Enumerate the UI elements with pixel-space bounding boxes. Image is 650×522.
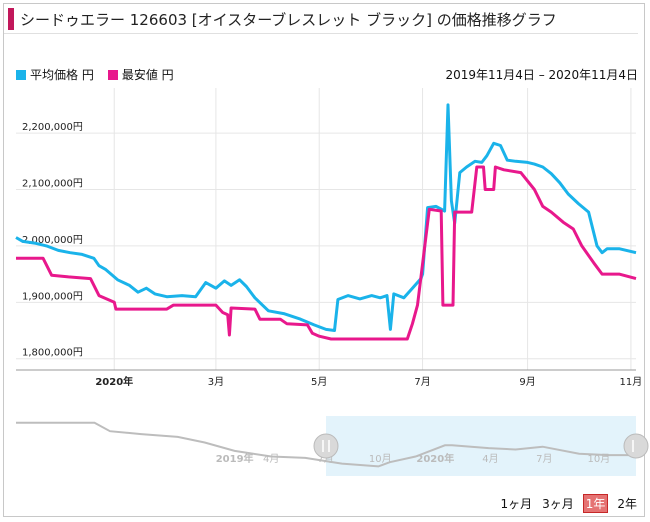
- plot-background: [16, 88, 636, 380]
- x-tick-label: 9月: [519, 376, 535, 388]
- navigator-tick-label: 2019年: [216, 452, 254, 465]
- y-tick-label: 2,200,000円: [22, 122, 83, 133]
- title-accent-bar: [8, 8, 14, 30]
- title-bar: シードゥエラー 126603 [オイスターブレスレット ブラック] の価格推移グ…: [4, 4, 638, 34]
- navigator-tick-label: 7月: [536, 453, 552, 465]
- navigator-tick-label: 2020年: [416, 452, 454, 465]
- series-line-avg: [15, 103, 637, 332]
- series-lines: [15, 103, 637, 341]
- y-tick-label: 2,000,000円: [22, 235, 83, 246]
- range-button-2y[interactable]: 2年: [617, 497, 637, 511]
- navigator[interactable]: 2019年 4月 7月 10月 2020年 4月 7月 10月: [16, 416, 649, 476]
- gridlines: [16, 88, 636, 370]
- y-tick-label: 2,100,000円: [22, 179, 83, 190]
- x-tick-label: 11月: [620, 376, 643, 388]
- navigator-handle-right[interactable]: [623, 433, 649, 459]
- y-tick-label: 1,900,000円: [22, 291, 83, 302]
- navigator-selected-range[interactable]: [326, 416, 636, 476]
- x-tick-label: 2020年: [95, 375, 133, 388]
- range-button-1y[interactable]: 1年: [582, 494, 609, 513]
- legend-swatch-min: [107, 69, 118, 80]
- chart-title: シードゥエラー 126603 [オイスターブレスレット ブラック] の価格推移グ…: [20, 11, 557, 29]
- legend-label-avg: 平均価格 円: [30, 68, 94, 82]
- x-axis-ticks: 2020年 3月 5月 7月 9月 11月: [95, 375, 642, 388]
- y-tick-label: 1,800,000円: [22, 348, 83, 359]
- navigator-tick-label: 10月: [587, 453, 610, 465]
- legend-item-avg[interactable]: 平均価格 円: [16, 66, 94, 83]
- navigator-handle-left[interactable]: [313, 433, 339, 459]
- date-range: 2019年11月4日 – 2020年11月4日: [445, 68, 638, 82]
- x-tick-label: 7月: [414, 376, 430, 388]
- navigator-line: [16, 421, 636, 468]
- range-selector: 1ヶ月 3ヶ月 1年 2年: [499, 494, 638, 513]
- x-tick-label: 5月: [311, 376, 327, 388]
- navigator-series-line: [16, 421, 636, 468]
- legend-item-min[interactable]: 最安値 円: [107, 66, 174, 83]
- y-axis-ticks: 1,800,000円 1,900,000円 2,000,000円 2,100,000円…: [22, 122, 83, 359]
- x-tick-label: 3月: [208, 376, 224, 388]
- navigator-tick-label: 10月: [369, 453, 392, 465]
- navigator-tick-label: 4月: [263, 453, 279, 465]
- legend-label-min: 最安値 円: [121, 68, 174, 82]
- range-button-3m[interactable]: 3ヶ月: [542, 497, 574, 511]
- navigator-tick-label: 4月: [482, 453, 498, 465]
- legend-swatch-avg: [16, 69, 26, 80]
- range-button-1m[interactable]: 1ヶ月: [500, 497, 533, 511]
- legend: 平均価格 円 最安値 円: [16, 66, 174, 83]
- series-line-min: [16, 165, 637, 341]
